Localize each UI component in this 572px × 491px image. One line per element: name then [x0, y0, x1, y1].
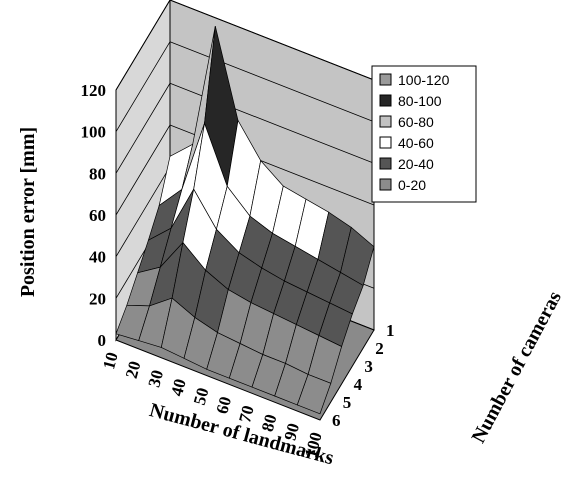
- surface-cell: [296, 373, 332, 415]
- x-tick-label: 60: [212, 395, 235, 416]
- x-tick-label: 10: [99, 350, 122, 371]
- x-tick-label: 20: [122, 359, 145, 380]
- x-tick-label: 90: [280, 421, 303, 442]
- legend-label: 80-100: [398, 93, 442, 109]
- legend-swatch: [379, 178, 392, 191]
- z-tick-label: 120: [81, 81, 107, 100]
- z-tick-label: 0: [98, 331, 107, 350]
- legend-label: 60-80: [398, 114, 434, 130]
- y-axis-title: Number of cameras: [467, 287, 566, 446]
- y-tick-label: 4: [354, 375, 363, 394]
- gridline: [115, 41, 375, 132]
- y-tick-label: 5: [343, 393, 352, 412]
- y-tick-label: 2: [375, 339, 384, 358]
- z-axis-title: Position error [mm]: [17, 127, 39, 297]
- legend-swatch: [379, 94, 392, 107]
- legend: 100-120 80-100 60-80 40-60 20-40 0-20: [371, 65, 477, 203]
- x-tick-label: 70: [235, 403, 258, 424]
- y-tick-label: 1: [386, 321, 395, 340]
- legend-swatch: [379, 73, 392, 86]
- x-tick-label: 30: [144, 368, 167, 389]
- gridline: [115, 0, 375, 91]
- x-tick-label: 40: [167, 377, 190, 398]
- surface-mesh: [115, 26, 375, 415]
- z-tick-label: 60: [89, 206, 106, 225]
- legend-swatch: [379, 115, 392, 128]
- gridline: [115, 82, 375, 174]
- z-tick-label: 100: [81, 123, 107, 142]
- z-axis-ticks: 0 20 40 60 80 100 120: [81, 81, 107, 350]
- x-tick-label: 80: [258, 412, 281, 433]
- y-tick-label: 3: [364, 357, 373, 376]
- y-tick-label: 6: [332, 411, 341, 430]
- z-tick-label: 20: [89, 289, 106, 308]
- legend-label: 40-60: [398, 135, 434, 151]
- x-tick-label: 50: [190, 386, 213, 407]
- legend-label: 20-40: [398, 156, 434, 172]
- legend-label: 100-120: [398, 72, 450, 88]
- z-tick-label: 40: [89, 248, 106, 267]
- gridline: [115, 124, 375, 216]
- legend-swatch: [379, 136, 392, 149]
- z-tick-label: 80: [89, 164, 106, 183]
- legend-swatch: [379, 157, 392, 170]
- legend-label: 0-20: [398, 177, 426, 193]
